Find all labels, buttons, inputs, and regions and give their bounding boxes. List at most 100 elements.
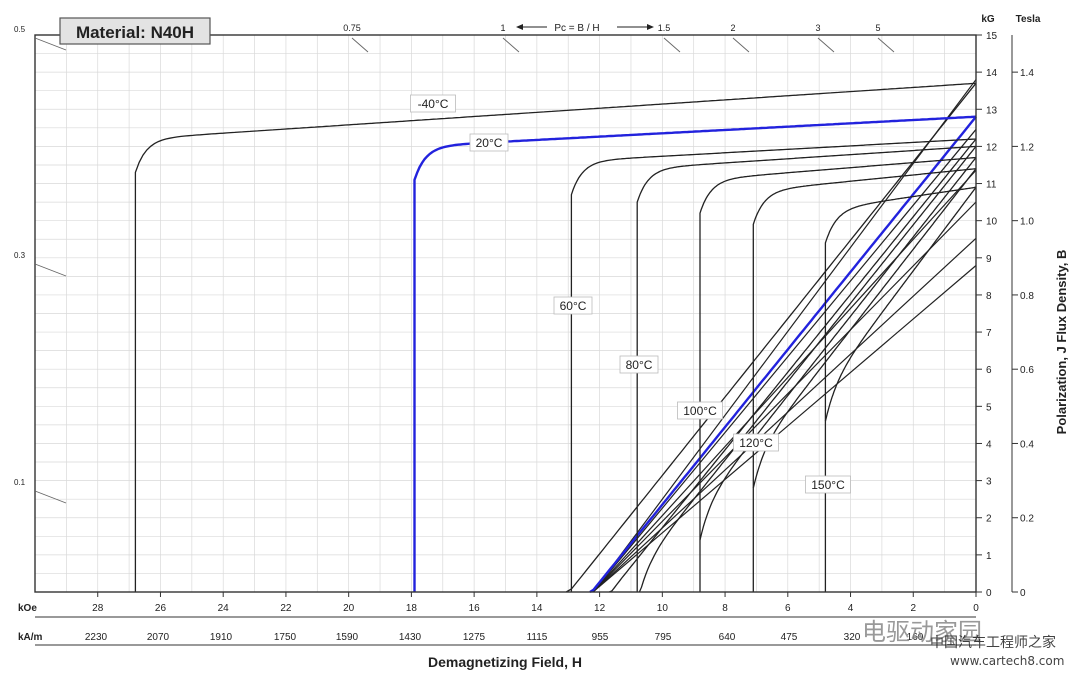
pc-tick-mark bbox=[663, 37, 681, 53]
y-tick-label-tesla: 1.4 bbox=[1020, 68, 1034, 79]
x-tick-label-koe: 8 bbox=[722, 603, 728, 614]
y-tick-label-kg: 2 bbox=[986, 514, 992, 525]
curve-label-box bbox=[733, 433, 779, 452]
x-tick-label-koe: 14 bbox=[531, 603, 543, 614]
normal-curve bbox=[565, 82, 977, 593]
pc-tick-mark bbox=[877, 37, 895, 53]
x-tick-label-kam: 795 bbox=[655, 632, 672, 643]
y-tick-label-kg: 9 bbox=[986, 254, 992, 265]
x-tick-label-koe: 2 bbox=[910, 603, 916, 614]
load-line bbox=[592, 79, 977, 593]
x-tick-label-kam: 1750 bbox=[274, 632, 297, 643]
intrinsic-curve bbox=[752, 168, 977, 592]
curves bbox=[134, 82, 977, 594]
curve-label: -40°C bbox=[418, 97, 449, 111]
pc-tick-mark bbox=[34, 263, 67, 277]
curve-label: 150°C bbox=[811, 478, 845, 492]
x-tick-label-koe: 10 bbox=[657, 603, 669, 614]
y-tick-label-kg: 11 bbox=[986, 180, 997, 191]
pc-tick-left: 0.3 bbox=[14, 251, 26, 260]
pc-tick-top: 1 bbox=[500, 23, 505, 33]
load-line bbox=[592, 169, 977, 593]
curve-label-box bbox=[619, 355, 659, 374]
x-tick-label-kam: 1910 bbox=[210, 632, 233, 643]
x-tick-label-kam: 2230 bbox=[85, 632, 108, 643]
y-tick-label-kg: 12 bbox=[986, 142, 998, 153]
intrinsic-curve bbox=[134, 82, 977, 592]
pc-label: Pc = B / H bbox=[554, 23, 599, 34]
x-tick-label-kam: 2070 bbox=[147, 632, 170, 643]
x-tick-label-koe: 4 bbox=[848, 603, 854, 614]
y-tick-label-tesla: 0.2 bbox=[1020, 514, 1034, 525]
watermark-site-name: 中国汽车工程师之家 bbox=[930, 635, 1056, 651]
curve-label-box bbox=[469, 133, 509, 152]
pc-tick-top: 0.75 bbox=[343, 23, 361, 33]
intrinsic-curve bbox=[570, 138, 977, 592]
normal-curve bbox=[589, 115, 977, 594]
pc-tick-top: 3 bbox=[815, 23, 820, 33]
curve-label: 80°C bbox=[626, 358, 653, 372]
axes: 0.75 1 1.5 2 3 5Pc = B / H0.50.30.1kG01234567… bbox=[14, 14, 1069, 670]
normal-curve bbox=[824, 186, 977, 422]
x-tick-label-kam: 1430 bbox=[399, 632, 422, 643]
y-tick-label-kg: 10 bbox=[986, 217, 998, 228]
labels: -40°C 20°C 60°C 80°C 100°C 120°C 150°C Material… bbox=[59, 17, 851, 494]
normal-curve bbox=[752, 168, 977, 489]
x-tick-label-koe: 26 bbox=[155, 603, 167, 614]
x-tick-label-kam: 1590 bbox=[336, 632, 359, 643]
x-tick-label-kam: 320 bbox=[844, 632, 861, 643]
x-tick-label-koe: 20 bbox=[343, 603, 355, 614]
pc-tick-mark bbox=[817, 37, 835, 53]
pc-tick-top: 1.5 bbox=[658, 23, 671, 33]
y-tick-label-kg: 4 bbox=[986, 439, 992, 450]
curve-label-box bbox=[410, 94, 456, 113]
watermark-brand: 电驱动家园 bbox=[862, 618, 982, 646]
y-tick-label-tesla: 1.2 bbox=[1020, 142, 1034, 153]
curve-label: 20°C bbox=[476, 136, 503, 150]
y-tick-label-kg: 0 bbox=[986, 588, 992, 599]
y-tick-label-kg: 8 bbox=[986, 291, 992, 302]
y-tick-label-tesla: 0.6 bbox=[1020, 365, 1034, 376]
y-unit-kg: kG bbox=[981, 14, 995, 25]
curve-label-box bbox=[677, 401, 723, 420]
chart-title: Material: N40H bbox=[76, 23, 194, 42]
pc-tick-mark bbox=[34, 37, 67, 51]
curve-label-box bbox=[805, 475, 851, 494]
y-tick-label-kg: 7 bbox=[986, 328, 992, 339]
normal-curve bbox=[638, 145, 977, 593]
pc-tick-mark bbox=[732, 37, 750, 53]
y-tick-label-kg: 5 bbox=[986, 402, 992, 413]
x-tick-label-koe: 22 bbox=[280, 603, 292, 614]
x-tick-label-koe: 24 bbox=[218, 603, 230, 614]
y-tick-label-kg: 14 bbox=[986, 68, 998, 79]
intrinsic-curve bbox=[636, 145, 977, 592]
watermark-url: www.cartech8.com bbox=[950, 654, 1065, 668]
x-tick-label-koe: 18 bbox=[406, 603, 418, 614]
y-tick-label-kg: 3 bbox=[986, 477, 992, 488]
pc-tick-top: 2 bbox=[730, 23, 735, 33]
curve-label: 120°C bbox=[739, 436, 773, 450]
intrinsic-curve bbox=[824, 186, 977, 592]
title-box bbox=[59, 17, 211, 45]
pc-arrowhead-right bbox=[647, 24, 654, 30]
y-tick-label-kg: 1 bbox=[986, 551, 992, 562]
intrinsic-curve bbox=[699, 156, 977, 592]
y-tick-label-kg: 15 bbox=[986, 31, 998, 42]
normal-curve bbox=[609, 138, 977, 593]
load-line bbox=[592, 237, 977, 593]
curve-label-box bbox=[553, 296, 593, 315]
pc-tick-left: 0.5 bbox=[14, 25, 26, 34]
y-tick-label-tesla: 0.4 bbox=[1020, 439, 1034, 450]
x-tick-label-koe: 0 bbox=[973, 603, 979, 614]
pc-tick-mark bbox=[502, 37, 520, 53]
y-axis-label: Polarization, J Flux Density, B bbox=[1054, 250, 1069, 435]
pc-arrowhead-left bbox=[516, 24, 523, 30]
load-line bbox=[592, 129, 977, 593]
pc-tick-left: 0.1 bbox=[14, 478, 26, 487]
y-tick-label-tesla: 0 bbox=[1020, 588, 1026, 599]
load-line bbox=[592, 265, 977, 593]
curve-label: 100°C bbox=[683, 404, 717, 418]
y-tick-label-tesla: 1.0 bbox=[1020, 217, 1034, 228]
x-tick-label-koe: 12 bbox=[594, 603, 606, 614]
